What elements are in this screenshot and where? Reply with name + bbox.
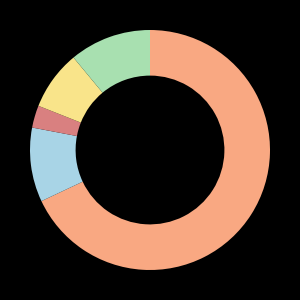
Wedge shape	[41, 30, 270, 270]
Wedge shape	[30, 128, 83, 201]
Wedge shape	[32, 106, 81, 136]
Wedge shape	[38, 58, 103, 123]
Wedge shape	[74, 30, 150, 93]
